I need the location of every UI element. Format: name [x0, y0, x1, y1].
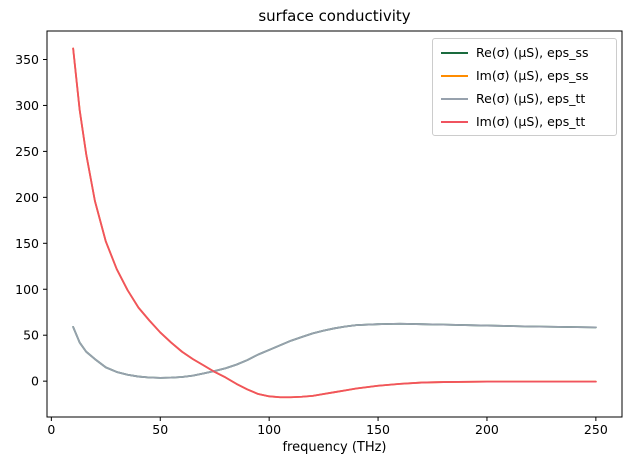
series-line-3 — [72, 47, 597, 399]
x-tick-label: 150 — [366, 422, 390, 437]
legend-label: Re(σ) (μS), eps_tt — [476, 91, 586, 106]
legend-item: Im(σ) (μS), eps_ss — [441, 67, 608, 84]
series-line-0 — [72, 322, 597, 379]
legend-line-swatch-red — [441, 120, 468, 123]
x-tick-label: 100 — [257, 422, 281, 437]
x-axis-label: frequency (THz) — [282, 440, 387, 455]
y-tick-label: 350 — [15, 52, 39, 67]
legend-line-swatch-green — [441, 51, 468, 54]
legend-line-swatch-gray — [441, 97, 468, 100]
x-tick-label: 200 — [475, 422, 499, 437]
y-tick-label: 150 — [15, 236, 39, 251]
axes-frame — [46, 30, 623, 418]
legend-line-swatch-orange — [441, 74, 468, 77]
chart-title: surface conductivity — [258, 7, 411, 25]
y-tick-label: 0 — [31, 374, 39, 389]
legend-item: Im(σ) (μS), eps_tt — [441, 113, 608, 130]
series-line-2 — [72, 322, 597, 379]
y-tick-label: 100 — [15, 282, 39, 297]
legend-item: Re(σ) (μS), eps_tt — [441, 90, 608, 107]
y-tick-label: 50 — [23, 328, 39, 343]
x-tick-label: 50 — [152, 422, 168, 437]
x-tick-label: 0 — [47, 422, 55, 437]
y-tick-label: 200 — [15, 190, 39, 205]
x-tick-label: 250 — [584, 422, 608, 437]
legend-label: Re(σ) (μS), eps_ss — [476, 45, 589, 60]
legend: Re(σ) (μS), eps_ss Im(σ) (μS), eps_ss Re… — [432, 38, 617, 136]
y-tick-label: 300 — [15, 98, 39, 113]
legend-item: Re(σ) (μS), eps_ss — [441, 44, 608, 61]
legend-label: Im(σ) (μS), eps_tt — [476, 114, 586, 129]
y-tick-label: 250 — [15, 144, 39, 159]
legend-label: Im(σ) (μS), eps_ss — [476, 68, 589, 83]
